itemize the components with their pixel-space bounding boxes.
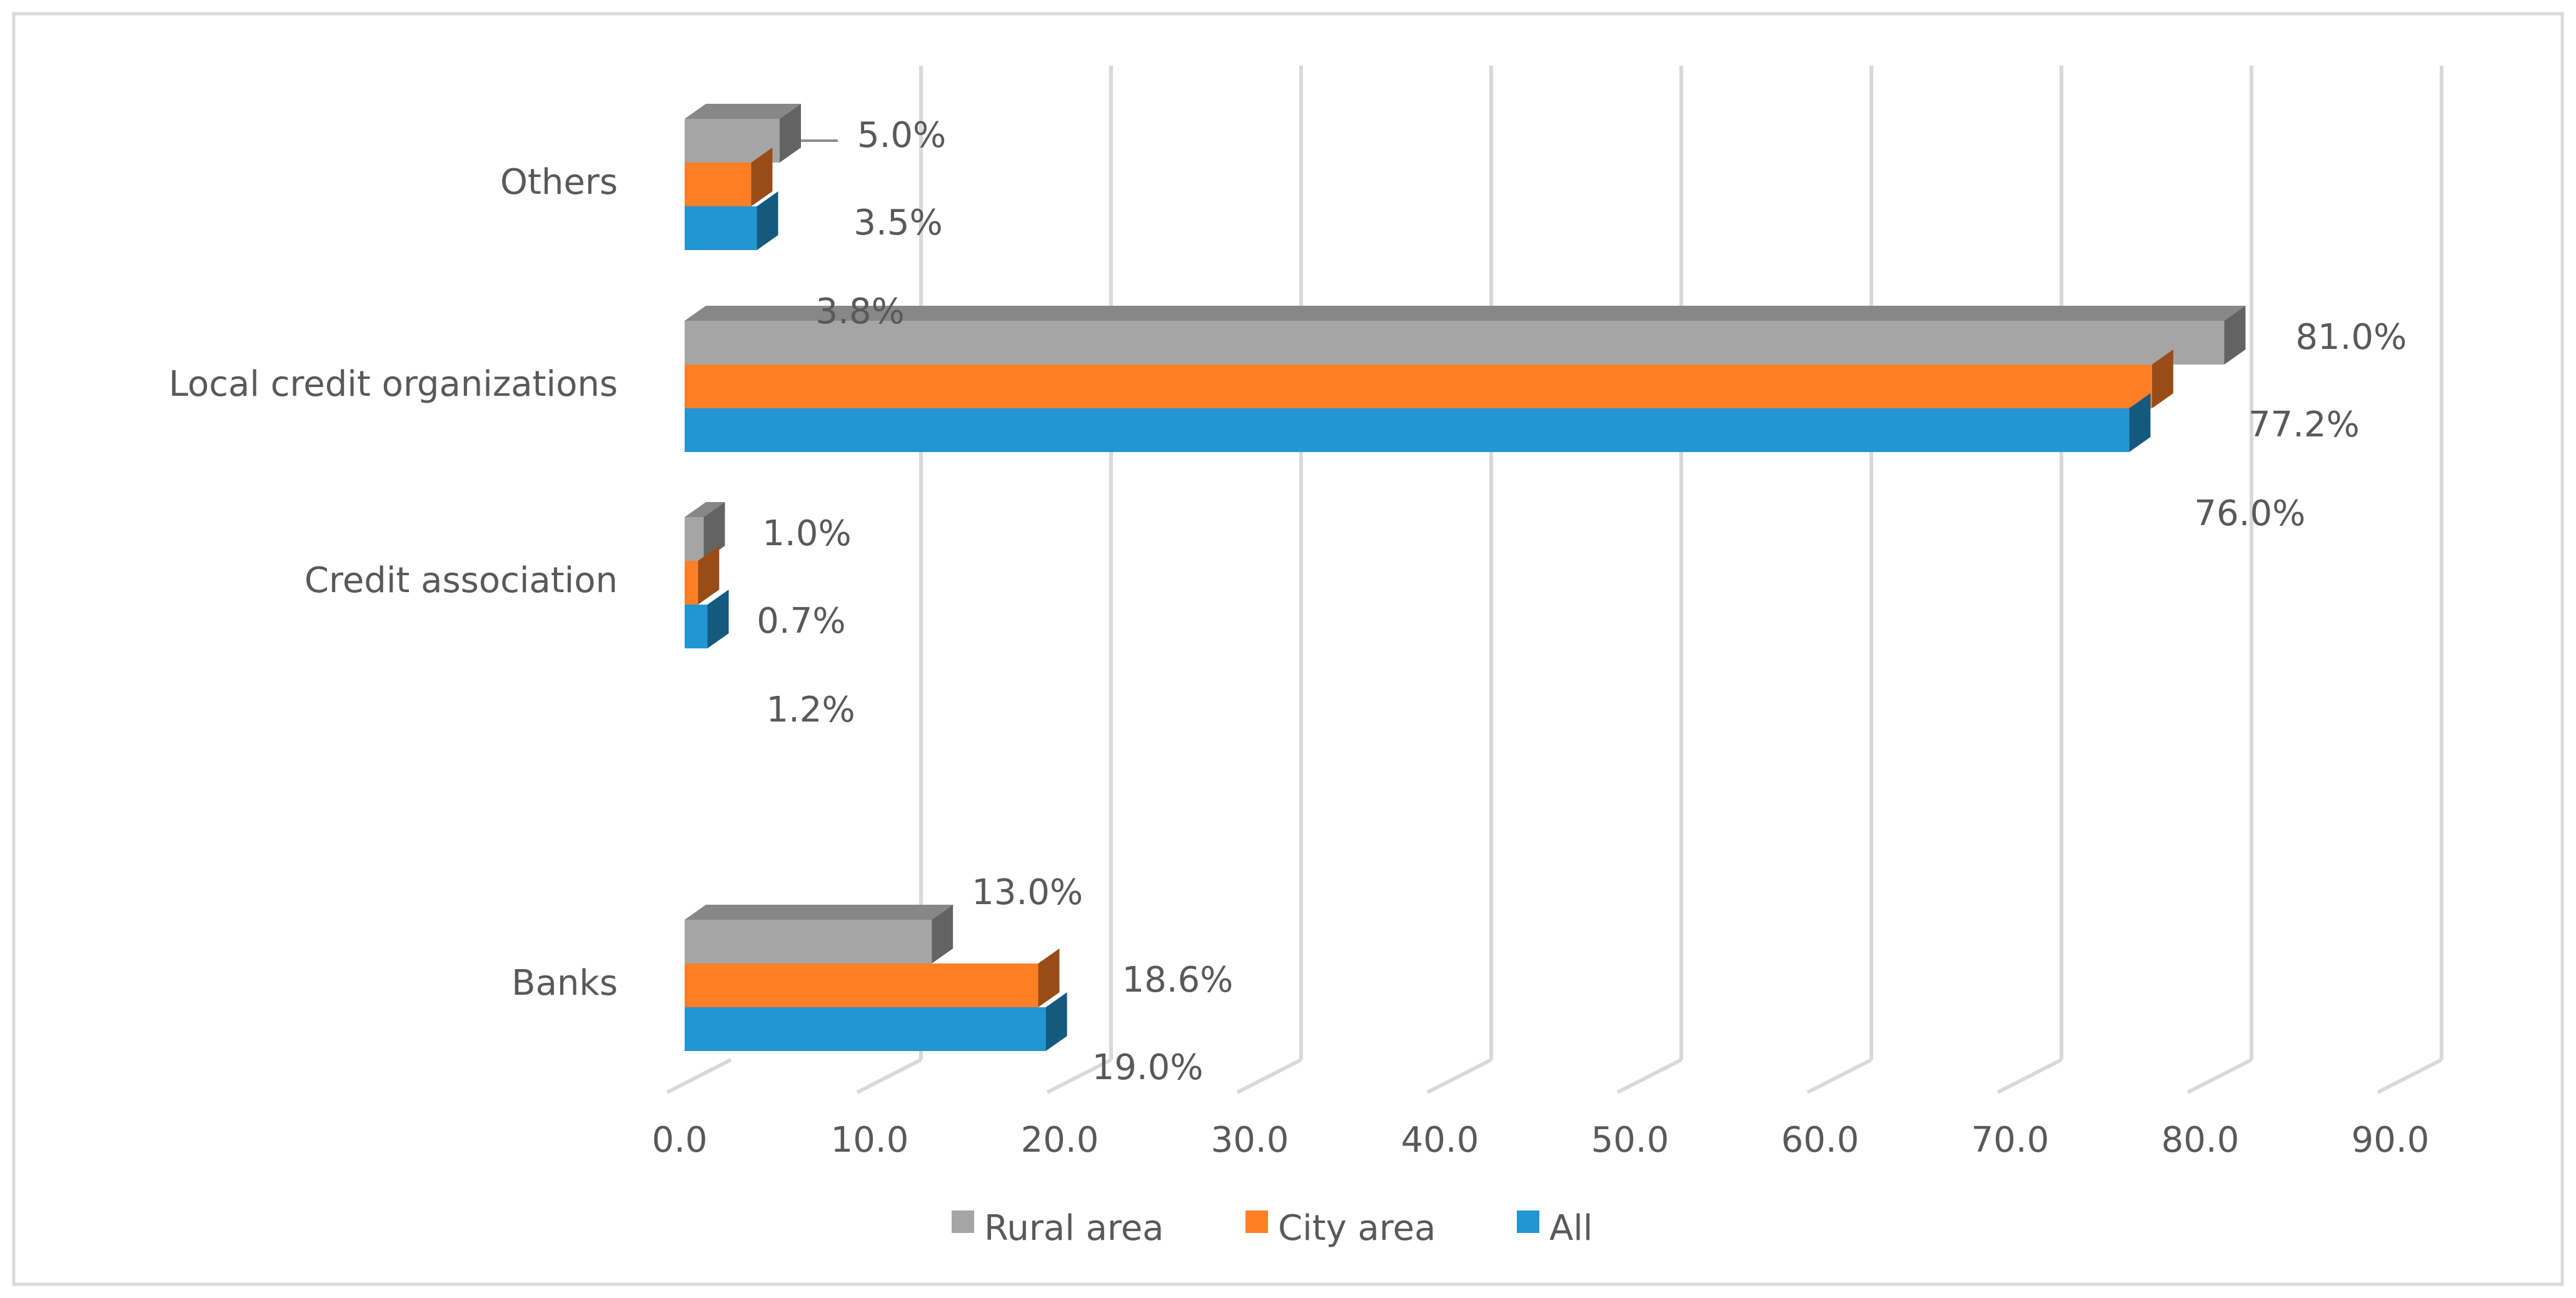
grid-floor-90.0 xyxy=(2377,1058,2443,1094)
x-tick-label: 30.0 xyxy=(1211,1120,1289,1160)
data-label: 0.7% xyxy=(757,601,845,641)
x-tick-label: 0.0 xyxy=(652,1120,707,1160)
x-tick-label: 60.0 xyxy=(1781,1120,1859,1160)
bar xyxy=(685,206,757,250)
bar-side-face xyxy=(751,148,773,206)
bar-top-face xyxy=(685,905,953,920)
grid-floor-40.0 xyxy=(1426,1058,1492,1094)
bar-side-face xyxy=(2224,306,2246,365)
legend-swatch xyxy=(952,1210,974,1233)
bar-side-face xyxy=(2151,350,2173,408)
bar xyxy=(685,321,2225,365)
x-tick-label: 40.0 xyxy=(1401,1120,1479,1160)
x-tick-label: 10.0 xyxy=(831,1120,909,1160)
grid-floor-10.0 xyxy=(856,1058,922,1094)
grid-floor-50.0 xyxy=(1616,1058,1683,1094)
category-label: Banks xyxy=(511,963,618,1004)
bar xyxy=(685,561,698,605)
bar-side-face xyxy=(757,191,778,250)
grid-floor-20.0 xyxy=(1046,1058,1112,1094)
bar xyxy=(685,408,2130,452)
bar-side-face xyxy=(932,905,953,963)
legend-swatch xyxy=(1517,1210,1539,1233)
bar-side-face xyxy=(2129,393,2151,452)
category-label: Local credit organizations xyxy=(169,364,618,405)
legend: Rural area City area All xyxy=(952,1208,1592,1249)
data-label: 76.0% xyxy=(2194,493,2305,534)
x-tick-label: 70.0 xyxy=(1971,1120,2050,1160)
bar xyxy=(685,163,752,206)
data-label: 5.0% xyxy=(857,115,946,156)
bar-side-face xyxy=(703,502,725,561)
bar xyxy=(685,963,1039,1007)
grid-layer xyxy=(666,66,2443,1094)
bar xyxy=(685,365,2152,408)
chart-frame xyxy=(12,12,2564,1286)
data-label: 3.5% xyxy=(853,203,942,243)
legend-swatch xyxy=(1245,1210,1268,1233)
bar xyxy=(685,517,704,561)
data-label: 81.0% xyxy=(2295,317,2407,358)
grid-floor-70.0 xyxy=(1996,1058,2063,1094)
data-label: 18.6% xyxy=(1122,960,1233,1000)
x-tick-label: 20.0 xyxy=(1021,1120,1099,1160)
bar xyxy=(685,1007,1046,1051)
data-label: 13.0% xyxy=(972,872,1083,913)
x-tick-label: 80.0 xyxy=(2161,1120,2240,1160)
bar-top-face xyxy=(685,104,801,119)
bar-side-face xyxy=(698,546,720,605)
legend-label: City area xyxy=(1278,1208,1436,1249)
legend-label: All xyxy=(1549,1208,1592,1249)
legend-label: Rural area xyxy=(984,1208,1164,1249)
bar-side-face xyxy=(780,104,801,163)
grid-floor-60.0 xyxy=(1806,1058,1873,1094)
bars xyxy=(685,104,2246,1051)
category-label: Others xyxy=(500,162,618,203)
data-labels: 13.0% 18.6% 19.0% 1.0% 0.7% 1.2% 81.0% 77.2% 76.… xyxy=(757,115,2407,1088)
bar xyxy=(685,605,708,648)
x-axis-ticks: 0.0 10.0 20.0 30.0 40.0 50.0 60.0 70.0 80.0 90.0 xyxy=(652,1120,2429,1160)
bar xyxy=(685,920,932,963)
bar-side-face xyxy=(1038,948,1060,1007)
grid-floor-0.0 xyxy=(666,1058,732,1094)
data-label: 1.2% xyxy=(766,690,855,730)
bar-side-face xyxy=(1045,992,1067,1051)
category-labels: Banks Credit association Local credit orga… xyxy=(169,162,618,1004)
data-label: 77.2% xyxy=(2248,405,2360,445)
bar-top-face xyxy=(685,502,725,517)
data-label: 3.8% xyxy=(816,291,905,332)
bar-top-face xyxy=(685,306,2246,321)
x-tick-label: 90.0 xyxy=(2352,1120,2430,1160)
data-label: 1.0% xyxy=(762,513,851,554)
data-label: 19.0% xyxy=(1092,1047,1204,1088)
category-label: Credit association xyxy=(304,560,618,601)
grid-floor-80.0 xyxy=(2186,1058,2253,1094)
grid-floor-30.0 xyxy=(1236,1058,1302,1094)
x-tick-label: 50.0 xyxy=(1591,1120,1669,1160)
bar-side-face xyxy=(707,590,729,648)
